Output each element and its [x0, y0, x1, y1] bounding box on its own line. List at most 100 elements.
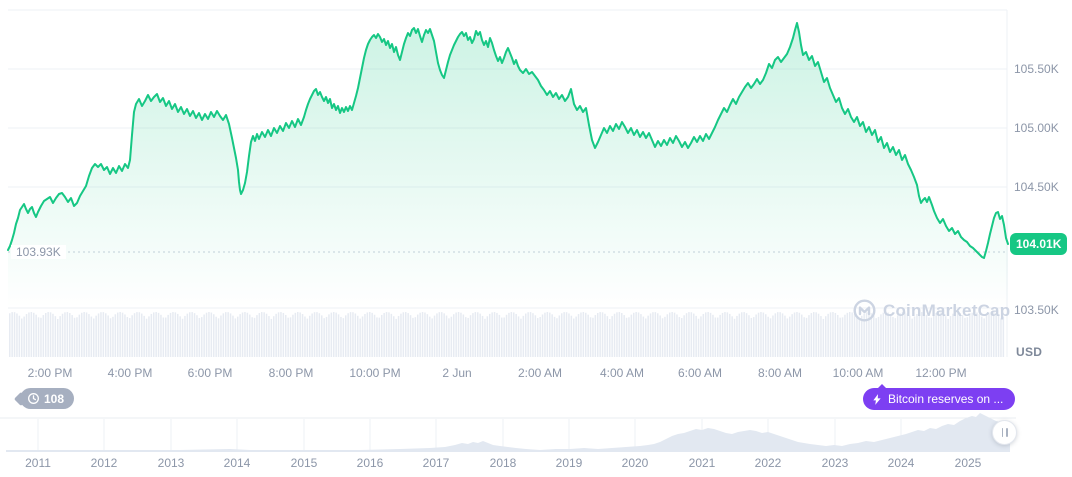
volume-bar: [976, 312, 978, 357]
news-event-badge[interactable]: Bitcoin reserves on ...: [863, 384, 1016, 410]
volume-bar: [546, 312, 549, 357]
volume-bar: [844, 314, 846, 357]
volume-bar: [827, 313, 829, 357]
volume-bar: [733, 318, 736, 357]
volume-bar: [474, 312, 477, 357]
year-tick-0: 2011: [25, 456, 51, 470]
volume-bar: [417, 314, 419, 357]
navigator-area[interactable]: [6, 413, 1010, 452]
volume-bar: [892, 316, 894, 357]
volume-bar: [940, 312, 942, 357]
volume-bar: [445, 315, 448, 357]
price-line[interactable]: [7, 22, 1009, 259]
volume-bar: [335, 312, 337, 357]
volume-bar: [750, 317, 753, 357]
volume-bar: [849, 312, 851, 357]
x-tick-5: 2 Jun: [442, 366, 472, 380]
year-tick-4: 2015: [290, 456, 318, 470]
volume-bar: [597, 313, 599, 357]
volume-bar: [585, 312, 587, 357]
y-tick-2: 104.50K: [1014, 180, 1059, 194]
volume-bar: [429, 316, 431, 357]
volume-bar: [589, 317, 592, 357]
volume-bar: [556, 318, 558, 357]
volume-bar: [213, 314, 215, 357]
views-count-badge[interactable]: 108: [13, 388, 75, 409]
volume-bar: [95, 315, 97, 357]
volume-bar: [505, 314, 508, 357]
volume-bar: [601, 312, 604, 357]
volume-bar: [851, 312, 853, 357]
volume-bar: [121, 312, 124, 357]
volume-bar: [741, 312, 743, 357]
volume-bar: [191, 312, 193, 357]
volume-bar: [796, 312, 798, 357]
volume-bar: [100, 312, 102, 357]
volume-bar: [930, 317, 933, 357]
volume-bar: [678, 317, 681, 357]
volume-bar: [757, 312, 760, 357]
volume-bar: [599, 312, 601, 357]
volume-bar: [489, 313, 491, 357]
volume-bar: [904, 312, 906, 357]
volume-bar: [789, 316, 791, 357]
navigator-resize-handle[interactable]: [992, 420, 1017, 445]
volume-bar: [685, 313, 688, 357]
volume-bar: [769, 318, 772, 357]
volume-bar: [397, 316, 400, 357]
volume-bar: [683, 315, 685, 357]
volume-bar: [611, 316, 613, 357]
volume-bar: [628, 317, 630, 357]
volume-bar: [136, 312, 138, 357]
x-tick-4: 10:00 PM: [349, 366, 401, 380]
y-tick-3: 103.50K: [1014, 303, 1059, 317]
volume-bar: [630, 314, 633, 357]
volume-bar: [753, 317, 755, 357]
volume-bar: [196, 315, 198, 357]
volume-bar: [421, 312, 424, 357]
volume-bar: [635, 312, 637, 357]
volume-bar: [947, 318, 949, 357]
volume-bar: [13, 312, 16, 357]
volume-bar: [937, 312, 940, 357]
volume-bar: [942, 313, 945, 357]
volume-bar: [249, 314, 251, 357]
volume-bar: [49, 312, 52, 357]
volume-bar: [354, 313, 357, 357]
volume-bar: [167, 314, 169, 357]
volume-bar: [198, 317, 201, 357]
volume-bar: [498, 314, 501, 357]
volume-bar: [90, 316, 93, 357]
volume-bar: [11, 312, 13, 357]
volume-bar: [673, 312, 676, 357]
volume-bar: [945, 316, 947, 357]
year-tick-13: 2024: [887, 456, 915, 470]
volume-bar: [743, 312, 745, 357]
year-tick-11: 2022: [754, 456, 782, 470]
volume-bar: [297, 312, 299, 357]
volume-bar: [791, 314, 793, 357]
volume-bar: [820, 316, 822, 357]
volume-bar: [109, 318, 112, 357]
volume-bar: [709, 312, 712, 357]
volume-bar: [141, 313, 143, 357]
volume-bar: [438, 312, 441, 357]
x-tick-7: 4:00 AM: [599, 366, 645, 380]
volume-bar: [119, 312, 121, 357]
volume-bar: [990, 312, 993, 357]
volume-bar: [304, 316, 306, 357]
volume-bar: [251, 317, 253, 357]
volume-bar: [472, 313, 474, 357]
volume-bar: [861, 315, 863, 357]
volume-bar: [131, 315, 133, 357]
volume-bar: [162, 317, 165, 357]
volume-bar: [114, 314, 117, 357]
volume-bar: [755, 314, 757, 357]
volume-bar: [693, 313, 695, 357]
volume-bar: [916, 314, 918, 357]
volume-bar: [143, 315, 145, 357]
volume-bar: [277, 312, 280, 357]
volume-bar: [541, 314, 544, 357]
volume-bar: [777, 312, 779, 357]
